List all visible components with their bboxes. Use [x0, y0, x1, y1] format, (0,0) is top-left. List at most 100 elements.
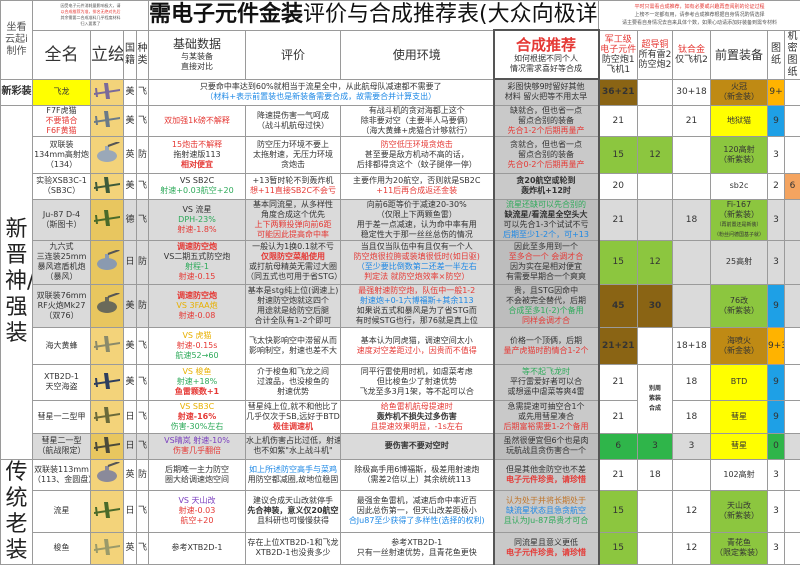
item-name-line: 双联装 — [33, 140, 90, 150]
prerequisite-equipment: BTD — [711, 364, 768, 400]
item-recommendation-line: 缺就合，但也省一点 — [495, 106, 598, 116]
item-recommendation: 认为处于并将长期处于缺流星状态且急贪航空且认为Ju-87昂贵才可合 — [494, 491, 599, 533]
col-rec: 合成推荐如何根据不同个人情况需求喜好等合成 — [494, 30, 599, 79]
item-usage-line: 除非要对空（主要半人马要俩） — [341, 116, 493, 126]
prerequisite-equipment: 彗星 — [711, 400, 768, 433]
blueprint-cost: 3 — [768, 240, 785, 284]
note-line: 上榜不一定都有用，请参考合成推荐根据自身情况酌情选择 — [599, 11, 800, 19]
secret-blueprint-cost — [785, 79, 800, 105]
item-recommendation: 因此至多用到一个至多合一个 会调才合因为实在是相对便宜有需要早期合一个爽爽 — [494, 240, 599, 284]
item-usage-line: 有战斗机的贪对海都上这个 — [341, 106, 493, 116]
prerequisite-equipment-line: （新紫装） — [711, 511, 767, 521]
superconductor-merged-note-line: 紫装 — [638, 394, 672, 404]
item-basic-data: VS晴岚 射速-10%伤害几乎翻倍 — [149, 433, 246, 459]
col-basic-text: 基础数据 — [149, 37, 245, 52]
blueprint-cost: 3 — [768, 199, 785, 240]
item-basic-data-line: VS 梭鱼 — [149, 367, 245, 377]
item-recommendation-line: 电子元件珍贵，请珍惜 — [495, 548, 598, 558]
prerequisite-equipment-line: 海喷火 — [711, 336, 767, 346]
item-basic-data: 参考XTB2D-1 — [149, 532, 246, 564]
secret-blueprint-cost — [785, 199, 800, 240]
item-evaluation-line: 飞太快影响空中滞留从而 — [246, 336, 340, 346]
item-recommendation: 急需提速可抽空合1个或先用彗星凑合后期富裕需要1-2个备用 — [494, 400, 599, 433]
item-evaluation: 降速提伤害一气呵成（战斗机航母过快） — [246, 105, 341, 136]
item-evaluation: 水上机伤害占比过低，射速也不如紫"水上战斗机" — [246, 433, 341, 459]
secret-blueprint-cost — [785, 364, 800, 400]
note-line: 归入要素了 — [33, 21, 148, 27]
secret-blueprint-cost — [785, 136, 800, 173]
item-recommendation-line: 因为实在是相对便宜 — [495, 262, 598, 272]
item-usage-line: 如果说五式和暴风是为了省STG而 — [341, 306, 493, 316]
item-usage-line: （仅限上下两颗鱼雷） — [341, 210, 493, 220]
blueprint-cost: 9 — [768, 284, 785, 327]
col-basic-text: 与某装备 — [149, 52, 245, 62]
prerequisite-equipment: 25高射 — [711, 240, 768, 284]
col-mil-text: 军工级 — [600, 35, 638, 45]
item-name: 双联装113mm（113、金圆盘） — [33, 459, 91, 491]
superconductor-cost — [638, 105, 673, 136]
author-line: 坐看 — [1, 22, 32, 34]
col-nation-text: 籍 — [124, 55, 136, 67]
item-name-line: 134mm高射炮 — [33, 150, 90, 160]
item-basic-data-line: VS二期五式防空炮 — [149, 252, 245, 262]
col-nation: 国籍 — [124, 30, 137, 79]
anti-air-gun-icon — [92, 157, 122, 166]
prerequisite-equipment-line: （再前置还是新装） — [711, 220, 767, 230]
item-usage-line: 速度对空差距过小，因贵而不值得 — [341, 346, 493, 356]
titanium-cost: 18 — [673, 364, 711, 400]
prerequisite-equipment-line: 彗星 — [711, 412, 767, 422]
item-evaluation-line: （同五式也可用于省STG） — [246, 272, 340, 282]
item-type: 飞 — [137, 173, 149, 199]
item-image — [91, 240, 124, 284]
military-component-cost: 15 — [599, 240, 638, 284]
secret-blueprint-cost — [785, 459, 800, 491]
item-evaluation-line: 角度合成这个优先 — [246, 210, 340, 220]
aircraft-icon — [92, 449, 122, 458]
item-evaluation-line: 极佳调速机 — [246, 422, 340, 432]
item-name: 梭鱼 — [33, 532, 91, 564]
item-usage-line: 当且仅当队伍中有且仅有一个人 — [341, 242, 493, 252]
item-recommendation: 价格一个顶俩，后期量产虎猫时酌情合1-2个 — [494, 327, 599, 364]
aircraft-icon — [92, 95, 122, 104]
section-label: 新彩装 — [1, 79, 33, 105]
blueprint-cost: 3 — [768, 491, 785, 533]
col-pre: 前置装备 — [711, 30, 768, 79]
item-recommendation-line: 有需要早期合一个爽爽 — [495, 272, 598, 282]
item-nation: 美 — [124, 173, 137, 199]
titanium-cost: 12 — [673, 491, 711, 533]
item-recommendation-line: 可以先合1-3个试试不亏 — [495, 220, 598, 230]
titanium-cost: 18 — [673, 400, 711, 433]
item-basic-data-line: 圈大给调速炮空间 — [149, 475, 245, 485]
secret-blueprint-cost — [785, 491, 800, 533]
item-recommendation-line: 价格一个顶俩，后期 — [495, 336, 598, 346]
section-label: 传统老装 — [1, 459, 33, 564]
prerequisite-equipment: 天山改（新紫装） — [711, 491, 768, 533]
item-basic-data-line: 伤害-30%左右 — [149, 422, 245, 432]
item-recommendation-line: 先合0-2个后期再量产 — [495, 160, 598, 170]
blueprint-cost: 9+ — [768, 79, 785, 105]
item-evaluation-line: 降速提伤害一气呵成 — [246, 111, 340, 121]
military-component-cost: 21+21 — [599, 327, 638, 364]
titanium-cost: 21 — [673, 105, 711, 136]
item-usage-line: 同平行雷使用时机，如虐菜考虑 — [341, 367, 493, 377]
item-recommendation-line: 急需提速可抽空合1个 — [495, 402, 598, 412]
col-mil-text: 电子元件 — [600, 45, 638, 55]
aircraft-icon — [92, 385, 122, 394]
item-evaluation-line: 可能因此提高命中率 — [246, 230, 340, 240]
item-recommendation-line: 留点合别的装备 — [495, 116, 598, 126]
item-evaluation: 防空压力环境不要上太拖射速，无压力环境贪炮击 — [246, 136, 341, 173]
item-usage-line: 后排都得贪这个（蚊子腿停一停） — [341, 160, 493, 170]
col-ti-text: 仅飞机2 — [673, 55, 710, 65]
blueprint-cost: 3 — [768, 532, 785, 564]
titanium-cost — [673, 240, 711, 284]
item-name-line: （暴风） — [33, 272, 90, 282]
item-basic-data: VS 梭鱼射速+18%鱼雷颗数+1 — [149, 364, 246, 400]
blueprint-cost: 3 — [768, 136, 785, 173]
